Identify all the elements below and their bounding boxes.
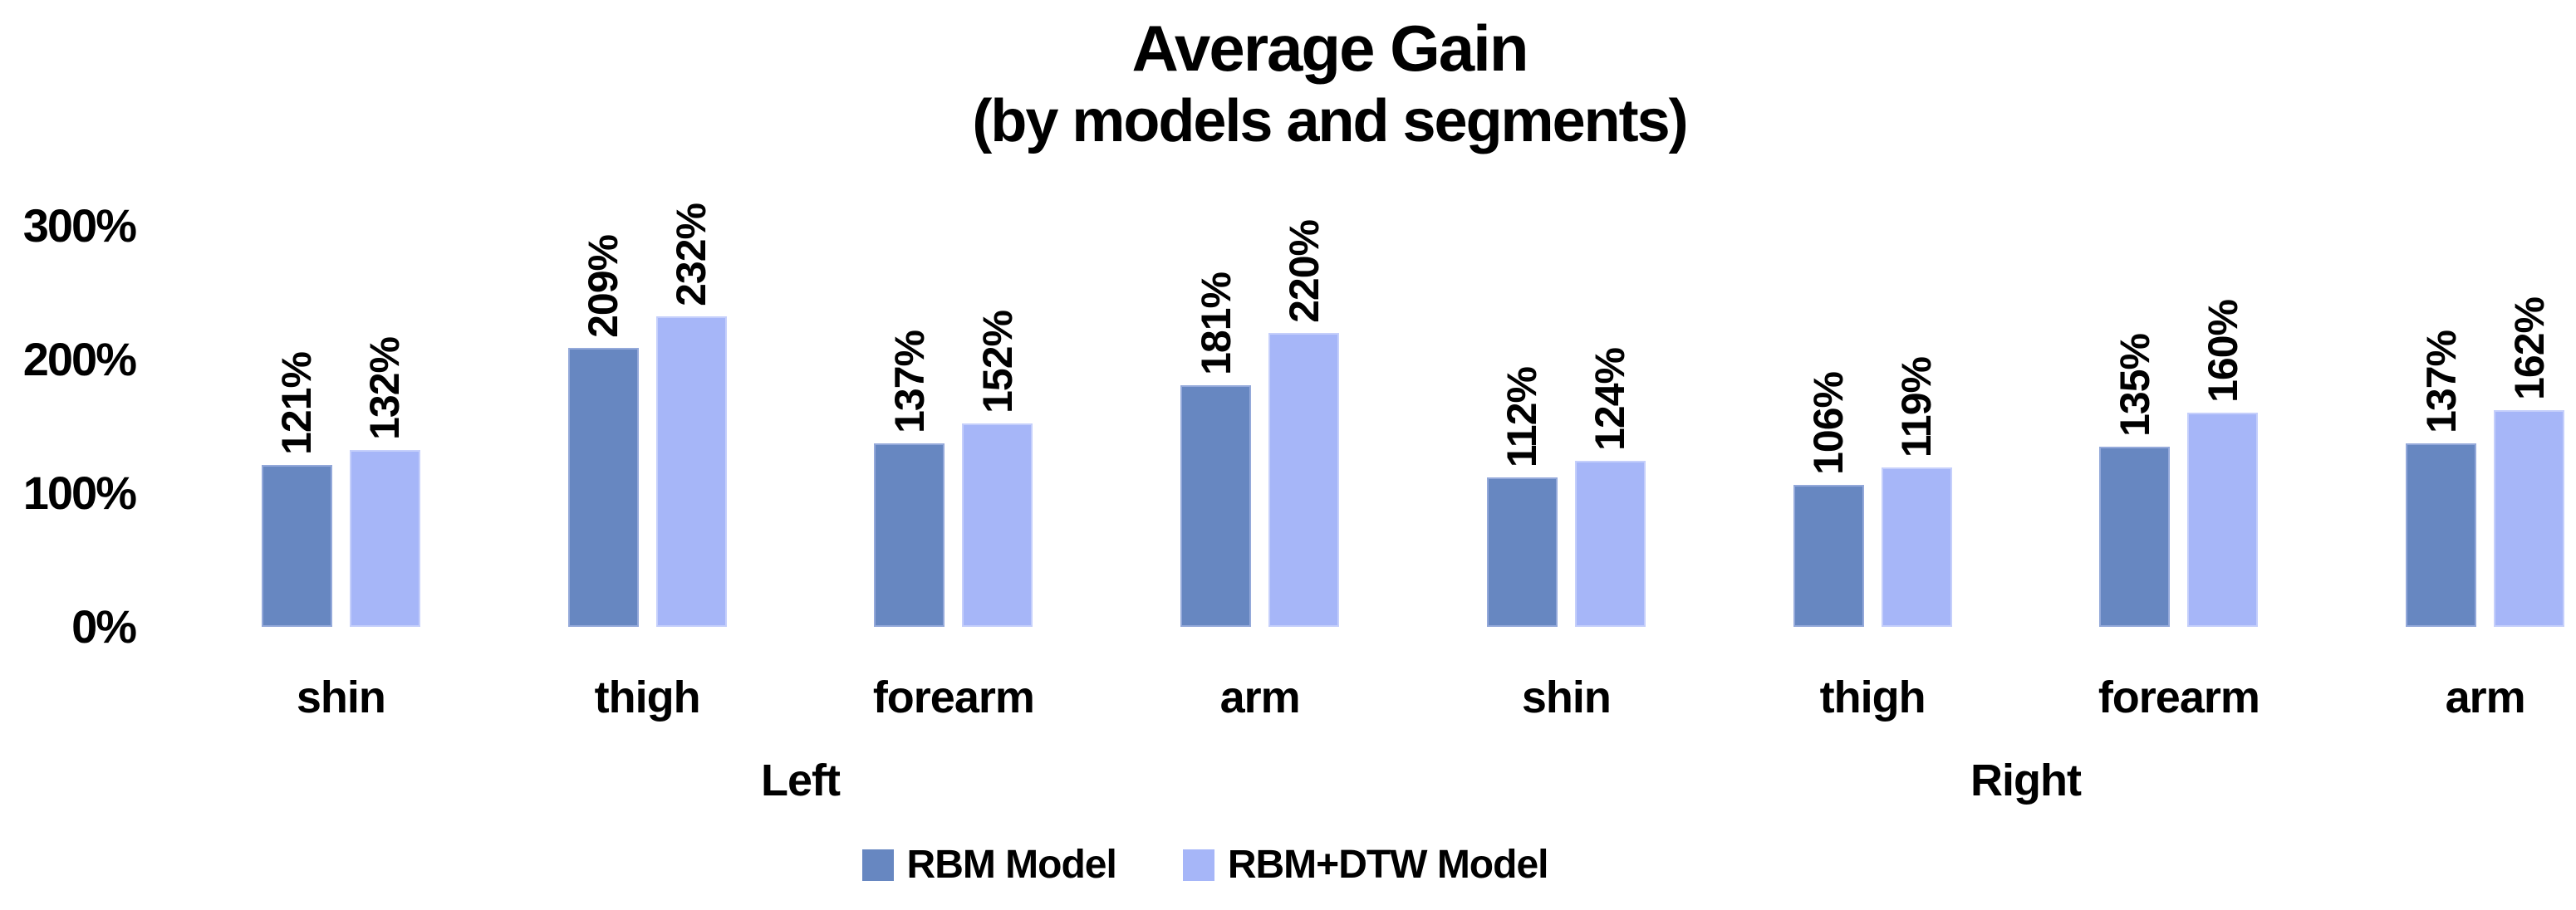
bar-value-label: 106% <box>1805 372 1852 475</box>
bar-wrap-rbm: 112% <box>1486 367 1558 627</box>
bar-value-label: 160% <box>2199 300 2246 403</box>
bar-group-shin: 121% 132% shin <box>188 0 494 722</box>
bar-rbm <box>874 443 945 627</box>
bar-rbm <box>567 348 639 627</box>
bar-wrap-rbm-dtw: 152% <box>962 311 1033 627</box>
bar-wrap-rbm-dtw: 119% <box>1881 357 1952 627</box>
y-axis-tick-label: 300% <box>22 199 137 252</box>
bar-rbm <box>1180 385 1252 627</box>
category-label: thigh <box>594 673 701 722</box>
category-label: arm <box>1219 673 1301 722</box>
legend-label-rbm: RBM Model <box>906 843 1117 887</box>
bar-rbm <box>2099 447 2171 627</box>
bar-wrap-rbm: 121% <box>261 352 332 627</box>
bar-rbm-dtw <box>655 316 727 627</box>
bar-wrap-rbm: 209% <box>567 235 639 627</box>
bar-value-label: 112% <box>1499 366 1546 467</box>
bar-value-label: 119% <box>1893 356 1941 457</box>
bar-value-label: 162% <box>2505 297 2553 400</box>
bar-value-label: 135% <box>2111 334 2158 437</box>
bar-wrap-rbm-dtw: 124% <box>1574 348 1646 627</box>
bar-group-forearm: 137% 152% forearm <box>801 0 1107 722</box>
y-axis-tick-label: 200% <box>22 333 137 385</box>
y-axis-tick-label: 0% <box>71 600 137 653</box>
bar-value-label: 220% <box>1280 220 1327 323</box>
bar-wrap-rbm: 137% <box>874 330 945 627</box>
bar-wrap-rbm: 181% <box>1180 272 1252 627</box>
bar-rbm-dtw <box>349 450 420 627</box>
bar-group-thigh: 209% 232% thigh <box>494 0 801 722</box>
bar-value-label: 209% <box>580 235 627 338</box>
bar-wrap-rbm-dtw: 162% <box>2494 297 2565 627</box>
bar-group-arm: 137% 162% arm <box>2332 0 2576 722</box>
bar-wrap-rbm-dtw: 232% <box>655 203 727 627</box>
bar-rbm <box>261 465 332 627</box>
category-label: arm <box>2445 673 2526 722</box>
bar-rbm <box>2406 443 2477 627</box>
bar-rbm-dtw <box>2187 413 2259 627</box>
bar-group-thigh: 106% 119% thigh <box>1720 0 2026 722</box>
bar-value-label: 132% <box>361 337 409 440</box>
category-label: thigh <box>1819 673 1926 722</box>
bar-value-label: 137% <box>886 330 933 433</box>
bar-wrap-rbm-dtw: 132% <box>349 337 420 627</box>
legend-entry-rbm-dtw: RBM+DTW Model <box>1182 843 1549 887</box>
legend-swatch-rbm <box>861 849 894 881</box>
category-label: forearm <box>2098 673 2260 722</box>
bar-value-label: 137% <box>2417 330 2465 433</box>
chart-subtitle: (by models and segments) <box>972 88 1688 154</box>
bar-wrap-rbm: 135% <box>2099 334 2171 627</box>
bar-rbm-dtw <box>1268 333 1340 627</box>
legend: RBM Model RBM+DTW Model <box>0 844 2410 887</box>
group-label-left: Left <box>761 756 841 805</box>
bar-value-label: 232% <box>668 203 715 306</box>
bar-value-label: 152% <box>974 311 1021 413</box>
category-label: shin <box>1521 673 1612 722</box>
bar-group-arm: 181% 220% arm <box>1106 0 1413 722</box>
bar-wrap-rbm: 106% <box>1793 372 1864 627</box>
legend-entry-rbm: RBM Model <box>861 843 1117 887</box>
group-label-right: Right <box>1970 756 2082 805</box>
bar-value-label: 181% <box>1192 272 1239 375</box>
bar-wrap-rbm: 137% <box>2406 330 2477 627</box>
chart-title-block: Average Gain (by models and segments) <box>83 10 2576 156</box>
bar-wrap-rbm-dtw: 220% <box>1268 220 1340 627</box>
legend-swatch-rbm-dtw <box>1182 849 1214 881</box>
bar-value-label: 124% <box>1587 348 1634 451</box>
plot-area: 121% 132% shin 209% 232% thigh 137% 152% forearm… <box>188 0 2576 805</box>
bar-value-label: 121% <box>273 352 321 455</box>
category-label: shin <box>296 673 386 722</box>
bar-rbm-dtw <box>1881 467 1952 627</box>
bar-rbm-dtw <box>1574 461 1646 627</box>
bar-rbm <box>1486 477 1558 627</box>
bar-group-forearm: 135% 160% forearm <box>2026 0 2333 722</box>
chart-title: Average Gain <box>1131 12 1529 85</box>
legend-label-rbm-dtw: RBM+DTW Model <box>1227 843 1549 887</box>
bar-rbm-dtw <box>962 423 1033 627</box>
bar-wrap-rbm-dtw: 160% <box>2187 300 2259 627</box>
bar-rbm <box>1793 485 1864 627</box>
y-axis-tick-label: 100% <box>22 467 137 519</box>
bar-rbm-dtw <box>2494 410 2565 627</box>
bar-group-shin: 112% 124% shin <box>1413 0 1720 722</box>
category-label: forearm <box>872 673 1035 722</box>
y-axis: 300% 200% 100% 0% <box>0 0 137 910</box>
